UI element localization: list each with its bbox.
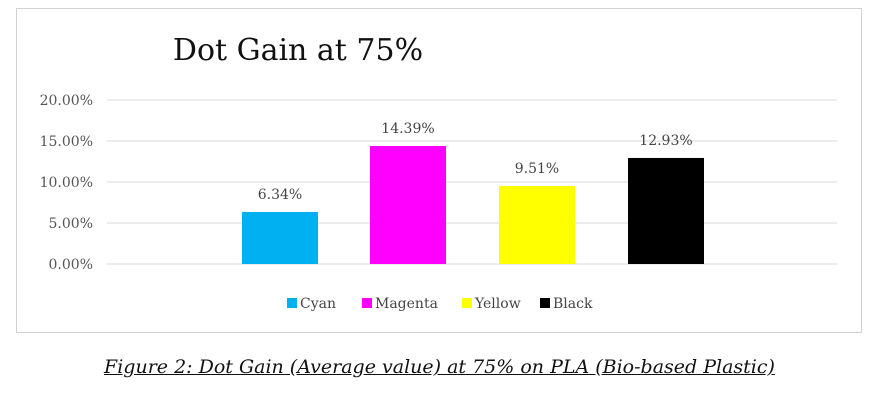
y-tick-label: 15.00% — [40, 134, 93, 150]
bar-cyan — [242, 212, 318, 264]
data-label: 12.93% — [639, 133, 692, 149]
y-tick-label: 5.00% — [49, 216, 93, 232]
y-tick-label: 20.00% — [40, 93, 93, 109]
legend-label-cyan: Cyan — [300, 296, 336, 312]
legend-label-yellow: Yellow — [474, 296, 521, 312]
data-label: 9.51% — [515, 161, 559, 177]
legend-label-black: Black — [553, 296, 593, 312]
legend-swatch-yellow — [462, 298, 472, 308]
y-tick-label: 0.00% — [49, 257, 93, 273]
data-label: 14.39% — [381, 121, 434, 137]
bar-magenta — [370, 146, 446, 264]
legend-swatch-black — [540, 298, 550, 308]
legend-swatch-cyan — [287, 298, 297, 308]
figure-caption: Figure 2: Dot Gain (Average value) at 75… — [104, 356, 775, 378]
data-labels: 6.34% 14.39% 9.51% 12.93% — [258, 121, 693, 203]
bar-chart: Dot Gain at 75% 0.00% 5.00% 10.00% 15.00% 20… — [40, 33, 837, 312]
bar-black — [628, 157, 704, 264]
legend-label-magenta: Magenta — [375, 296, 438, 312]
legend-swatch-magenta — [362, 298, 372, 308]
chart-frame: Dot Gain at 75% 0.00% 5.00% 10.00% 15.00% 20… — [16, 8, 862, 333]
chart-title: Dot Gain at 75% — [173, 33, 423, 68]
legend: Cyan Magenta Yellow Black — [287, 296, 593, 312]
y-axis-ticks: 0.00% 5.00% 10.00% 15.00% 20.00% — [40, 93, 93, 273]
y-tick-label: 10.00% — [40, 175, 93, 191]
bars — [242, 146, 704, 264]
bar-yellow — [499, 186, 575, 264]
gridlines — [107, 99, 837, 265]
data-label: 6.34% — [258, 187, 302, 203]
